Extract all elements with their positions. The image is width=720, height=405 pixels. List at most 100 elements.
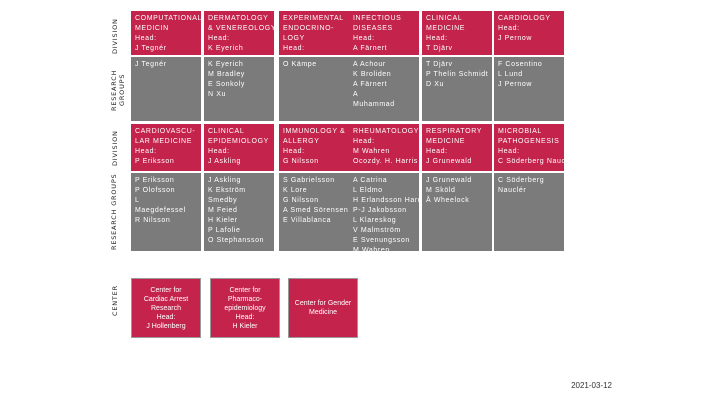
box-text-line: M Wahren	[353, 247, 390, 251]
center-text-line: Research	[151, 304, 181, 312]
box-text-line: DISEASES	[353, 25, 393, 32]
box-text-line: L Lund	[498, 71, 523, 78]
box-text-line: H Erlandsson Harris	[353, 197, 419, 204]
box-text-line: CLINICAL	[426, 15, 463, 22]
box-text-line: EXPERIMENTAL	[283, 15, 344, 22]
division-box: COMPUTATIONAL MEDICIN Head: J Tegnér	[131, 11, 201, 55]
division-box: CARDIOVASCU- LAR MEDICINE Head: P Eriksson	[131, 124, 201, 171]
box-text-line: E Sonkoly	[208, 81, 245, 88]
division-box: RESPIRATORY MEDICINE Head: J Grunewald	[422, 124, 492, 171]
box-text-line: P Eriksson	[135, 177, 175, 184]
box-text-line: Head:	[498, 25, 520, 32]
box-text-line: Head:	[426, 35, 448, 42]
division-box: DERMATOLOGY & VENEREOLOGY Head: K Eyerich	[204, 11, 274, 55]
box-text-line: Head:	[283, 148, 305, 155]
box-text-line: C Söderberg Nauclér	[498, 158, 564, 165]
center-box: Center for Gender Medicine	[288, 278, 358, 338]
box-text-line: Head:	[283, 45, 305, 52]
center-text: Center for Pharmaco-epidemiology Head: H Ki…	[224, 286, 265, 331]
box-text-line: Head:	[426, 148, 448, 155]
box-text-line: COMPUTATIONAL	[135, 15, 201, 22]
box-text-line: Smedby	[208, 197, 238, 204]
box-text-line: P Olofsson	[135, 187, 176, 194]
box-text-line: Head:	[353, 35, 375, 42]
box-text-line: Head:	[208, 35, 230, 42]
division-box: CLINICAL EPIDEMIOLOGY Head: J Askling	[204, 124, 274, 171]
box-text-line: P Eriksson	[135, 158, 175, 165]
box-text-line: IMMUNOLOGY &	[283, 128, 346, 135]
box-text-line: M Feied	[208, 207, 238, 214]
research-group-box: T Djärv P Thelin Schmidt D Xu	[422, 57, 492, 121]
box-text-line: INFECTIOUS	[353, 15, 402, 22]
box-text-line: J Askling	[208, 158, 242, 165]
center-text-line: Medicine	[308, 309, 337, 316]
box-text-line: K Ekström	[208, 187, 246, 194]
box-text-line: MEDICINE	[426, 138, 466, 145]
box-text-line: F Cosentino	[498, 61, 543, 68]
box-text-line: A Smed Sörensen	[283, 207, 349, 214]
box-text-line: G Nilsson	[283, 158, 319, 165]
box-text-line: CARDIOVASCU-	[135, 128, 196, 135]
box-text-line: Maegdefessel	[135, 207, 186, 214]
box-text-line: R Nilsson	[135, 217, 171, 224]
research-group-box: J Grunewald M Sköld Å Wheelock	[422, 173, 492, 251]
research-group-box: A Achour K Broliden A Färnert A Muhammad	[349, 57, 419, 121]
research-group-box: O Kämpe	[279, 57, 349, 121]
box-text-line: A Färnert	[353, 81, 388, 88]
box-text-line: Ocozdy. H. Harris	[353, 158, 418, 165]
division-box: MICROBIAL PATHOGENESIS Head: C Söderberg Na…	[494, 124, 564, 171]
box-text-line: J Tegnér	[135, 61, 167, 68]
box-text-line: L Klareskog	[353, 217, 397, 224]
division-box: CLINICAL MEDICINE Head: T Djärv	[422, 11, 492, 55]
box-text-line: Nauclér	[498, 187, 527, 194]
box-text-line: CLINICAL	[208, 128, 245, 135]
center-text-line: epidemiology	[224, 304, 266, 312]
center-text: Center for Cardiac Arrest Research Head: J H…	[144, 286, 188, 331]
center-text-line: Center for	[150, 286, 182, 294]
center-text-line: Pharmaco-	[227, 295, 263, 303]
center-text-line: H Kieler	[232, 322, 258, 330]
box-text-line: Head:	[208, 148, 230, 155]
box-text-line: Head:	[135, 35, 157, 42]
box-text-line: E Villablanca	[283, 217, 332, 224]
box-text-line: N Xu	[208, 91, 226, 98]
box-text-line: E Svenungsson	[353, 237, 410, 244]
box-text-line: CARDIOLOGY	[498, 15, 551, 22]
research-group-box: F Cosentino L Lund J Pernow	[494, 57, 564, 121]
date-stamp: 2021-03-12	[571, 381, 612, 390]
box-text-line: LOGY	[283, 35, 305, 42]
box-text-line: A	[353, 91, 359, 98]
box-text-line: O Stephansson	[208, 237, 265, 244]
box-text-line: H Kieler	[208, 217, 238, 224]
center-text-line: Head:	[235, 313, 255, 321]
box-text-line: M Sköld	[426, 187, 456, 194]
box-text-line: Å Wheelock	[426, 197, 470, 204]
box-text-line: EPIDEMIOLOGY	[208, 138, 269, 145]
side-label-research-groups-2: RESEARCH GROUPS	[110, 173, 118, 251]
box-text-line: D Xu	[426, 81, 444, 88]
center-box: Center for Cardiac Arrest Research Head: J H…	[131, 278, 201, 338]
box-text-line: & VENEREOLOGY	[208, 25, 274, 32]
box-text-line: K Lore	[283, 187, 308, 194]
research-group-box: K Eyerich M Bradley E Sonkoly N Xu	[204, 57, 274, 121]
box-text-line: K Eyerich	[208, 45, 244, 52]
box-text-line: Muhammad	[353, 101, 395, 108]
research-group-box: J Tegnér	[131, 57, 201, 121]
research-group-box: P Eriksson P Olofsson L Maegdefessel R Nilss…	[131, 173, 201, 251]
box-text-line: P Thelin Schmidt	[426, 71, 489, 78]
box-text-line: A Achour	[353, 61, 386, 68]
box-text-line: RHEUMATOLOGY	[353, 128, 419, 135]
division-box: CARDIOLOGY Head: J Pernow	[494, 11, 564, 55]
box-text-line: J Grunewald	[426, 177, 472, 184]
center-text-line: J Hollenberg	[146, 322, 186, 330]
box-text-line: J Grunewald	[426, 158, 472, 165]
box-text-line: MEDICINE	[426, 25, 466, 32]
box-text-line: J Pernow	[498, 81, 532, 88]
box-text-line: MEDICIN	[135, 25, 169, 32]
box-text-line: P Lafolie	[208, 227, 241, 234]
side-label-division-1: DIVISION	[111, 18, 119, 54]
box-text-line: V Malmström	[353, 227, 401, 234]
box-text-line: J Tegnér	[135, 45, 167, 52]
box-text-line: A Catrina	[353, 177, 388, 184]
research-group-box: A Catrina L Eldmo H Erlandsson Harris P-J J…	[349, 173, 419, 251]
